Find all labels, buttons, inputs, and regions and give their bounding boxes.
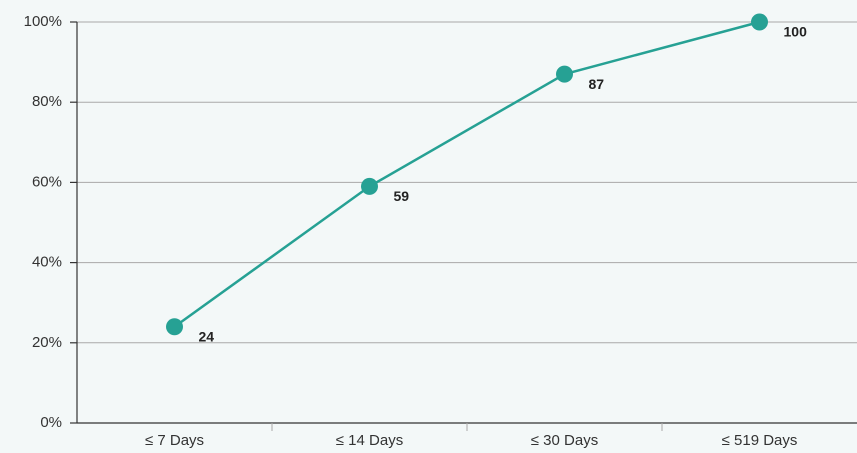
line bbox=[173, 20, 760, 328]
x-tick-label: ≤ 519 Days bbox=[722, 432, 798, 449]
y-tick-label: 40% bbox=[32, 254, 62, 271]
data-label: 59 bbox=[394, 188, 410, 204]
point bbox=[751, 13, 768, 31]
data-label: 24 bbox=[199, 328, 215, 344]
y-tick-label: 60% bbox=[32, 173, 62, 190]
y-tick-label: 20% bbox=[32, 334, 62, 351]
y-tick-label: 80% bbox=[32, 93, 62, 110]
x-tick-label: ≤ 14 Days bbox=[336, 432, 403, 449]
x-tick-label: ≤ 30 Days bbox=[531, 432, 598, 449]
point bbox=[166, 318, 183, 336]
data-label: 100 bbox=[784, 24, 808, 40]
x-tick-label: ≤ 7 Days bbox=[145, 432, 204, 449]
y-tick-label: 100% bbox=[24, 13, 62, 30]
data-label: 87 bbox=[589, 76, 605, 92]
y-tick-label: 0% bbox=[40, 414, 62, 431]
point bbox=[556, 65, 573, 83]
point bbox=[361, 177, 378, 195]
